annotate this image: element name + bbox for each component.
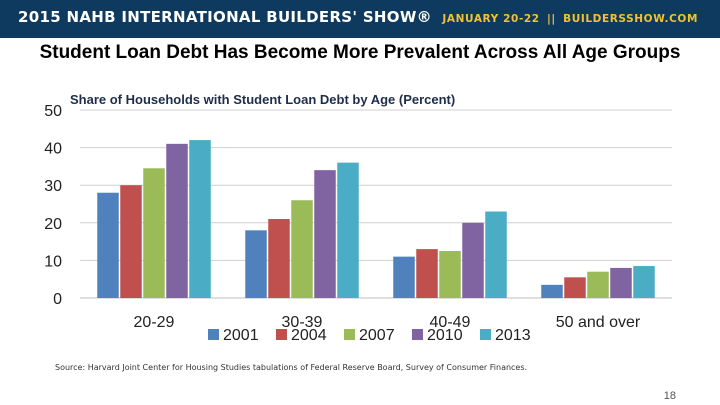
legend-swatch (208, 329, 219, 340)
bar-2013-30-39 (337, 162, 359, 298)
y-axis-ticks: 0 10 20 30 40 50 (44, 103, 62, 308)
source-note: Source: Harvard Joint Center for Housing… (55, 363, 528, 372)
bar-2007-20-29 (143, 168, 165, 298)
bar-2007-50-and-over (587, 271, 609, 298)
x-tick-label: 20-29 (134, 314, 175, 331)
x-tick-label: 30-39 (282, 314, 323, 331)
bar-2010-20-29 (166, 143, 188, 298)
y-tick-label: 30 (44, 178, 62, 195)
bar-2001-50-and-over (541, 284, 563, 298)
x-axis-ticks: 20-29 30-39 40-49 50 and over (134, 314, 641, 331)
header-banner: 2015 NAHB INTERNATIONAL BUILDERS' SHOW® … (0, 0, 720, 38)
bar-chart: Share of Households with Student Loan De… (44, 92, 672, 344)
event-separator: || (546, 13, 556, 25)
legend-swatch (480, 329, 491, 340)
legend-swatch (344, 329, 355, 340)
event-title: 2015 NAHB INTERNATIONAL BUILDERS' SHOW® (18, 8, 432, 26)
bar-2010-30-39 (314, 170, 336, 298)
bar-2004-30-39 (268, 219, 290, 298)
legend-label: 2001 (223, 327, 259, 344)
legend-label: 2004 (291, 327, 327, 344)
slide-title: Student Loan Debt Has Become More Preval… (39, 42, 681, 63)
y-tick-label: 20 (44, 216, 62, 233)
x-tick-label: 40-49 (430, 314, 471, 331)
legend-label: 2010 (427, 327, 463, 344)
bar-2001-40-49 (393, 256, 415, 298)
legend-swatch (276, 329, 287, 340)
x-tick-label: 50 and over (556, 314, 641, 331)
legend-label: 2013 (495, 327, 531, 344)
bar-2004-50-and-over (564, 277, 586, 298)
legend-label: 2007 (359, 327, 395, 344)
bar-2001-20-29 (97, 192, 119, 298)
legend: 2001 2004 2007 2010 2013 (208, 327, 531, 344)
bar-2001-30-39 (245, 230, 267, 298)
bars (97, 140, 655, 298)
bar-2010-50-and-over (610, 267, 632, 298)
bar-2007-40-49 (439, 251, 461, 298)
event-website[interactable]: BUILDERSSHOW.COM (563, 13, 698, 25)
event-dates: JANUARY 20-22 (442, 13, 540, 25)
legend-swatch (412, 329, 423, 340)
y-tick-label: 50 (44, 103, 62, 120)
chart-title: Share of Households with Student Loan De… (70, 92, 455, 107)
bar-2013-40-49 (485, 211, 507, 298)
bar-2013-50-and-over (633, 266, 655, 298)
bar-2004-20-29 (120, 185, 142, 298)
bar-2004-40-49 (416, 249, 438, 298)
event-info: JANUARY 20-22 || BUILDERSSHOW.COM (442, 13, 698, 25)
y-tick-label: 40 (44, 141, 62, 158)
page-number: 18 (663, 390, 676, 402)
bar-2007-30-39 (291, 200, 313, 298)
y-tick-label: 10 (44, 253, 62, 270)
bar-2013-20-29 (189, 140, 211, 298)
y-tick-label: 0 (53, 291, 62, 308)
bar-2010-40-49 (462, 222, 484, 298)
